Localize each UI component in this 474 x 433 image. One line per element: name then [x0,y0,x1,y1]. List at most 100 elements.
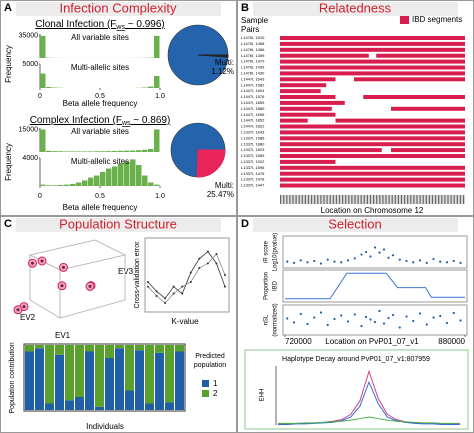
chromosome-band [286,195,288,204]
ibd-segment [280,130,465,135]
pair-label: L1337I, 1823 [241,147,265,152]
chromosome-band [459,195,461,204]
scatter-point [412,319,415,323]
pca-box [28,239,127,319]
pie-slice [197,54,229,58]
scatter-point [439,260,442,263]
chromosome-band [360,195,362,204]
ancestry-bar [75,345,84,397]
chromosome-band [332,195,334,204]
bar [130,159,136,186]
ancestry-bar [155,345,164,353]
ancestry-bar [175,351,184,410]
axis-label: EV2 [20,313,36,322]
chromosome-band [382,195,384,204]
title-strip [16,2,221,16]
cv-point [198,257,201,260]
scatter-point [340,314,343,317]
pair-label: L1337I, 1476 [241,171,265,176]
chromosome-band [307,195,310,204]
panel-title: Infection Complexity [59,0,177,15]
subtitle: Clonal Infection (Fws ~ 0.996) [35,19,164,31]
legend-label: 1 [213,379,218,388]
chromosome-band [410,195,412,204]
panel-border [0,0,237,216]
pair-label: L1476I, 1430 [241,70,265,75]
pair-label: L1447I, 1852 [241,118,265,123]
ancestry-bar [165,345,174,403]
pair-label: L1476I, 1466 [241,47,265,52]
bar [70,151,76,152]
ibd-segment [280,183,465,188]
ibd-segment [280,112,336,117]
chromosome-band [311,195,313,204]
ibd-segment [280,177,465,182]
pair-label: L1447I, 1822 [241,124,265,129]
ibd-segment [280,154,465,158]
cv-point [181,292,184,295]
ibd-segment [280,118,308,123]
bar [148,86,154,88]
y-label: Log10(pvalue) [273,233,279,271]
chromosome-band [304,195,306,204]
scatter-point [373,246,377,249]
bar [118,150,124,152]
y-label: Population contribution [9,342,16,413]
cv-point [198,267,201,269]
chromosome-band [438,195,440,204]
legend-swatch [400,16,409,24]
ibd-segment [280,106,332,111]
scatter-point [319,262,323,265]
bar [94,151,100,152]
y-tick-label: 15000 [19,126,39,133]
pca-point-core [60,284,64,288]
chromosome-band [450,195,452,204]
cv-point [189,281,192,283]
chromosome-band [357,195,359,204]
pie-value-label: 1.12% [211,67,234,76]
plot-label: Multi-allelic sites [71,63,129,72]
pca-point-core [88,284,92,288]
inset-title: Haplotype Decay around PvP01_07_v1:80795… [282,356,430,363]
pair-label: L1447I, 1859 [241,100,265,105]
ibd-segment [391,106,465,111]
chromosome-band [435,195,437,204]
cv-point [206,250,209,253]
bar [148,149,154,152]
y-label: (normalized) [273,303,279,336]
pair-label: L1337I, 1478 [241,177,265,182]
pair-label: L1447I, 1576 [241,94,265,99]
bar [88,151,94,152]
pca-point-core [31,261,34,265]
bar [76,151,82,152]
ancestry-bar [65,345,74,401]
chromosome-band [376,195,378,204]
ancestry-bar [95,406,104,410]
x-label: Individuals [86,422,124,431]
ibd-segment [280,59,465,64]
bar [136,165,142,186]
bar [154,76,160,88]
ancestry-bar [85,345,94,352]
ibd-segment [280,171,465,176]
plot-frame [144,237,230,313]
x-tick-label: 0 [38,193,42,200]
scatter-point [326,258,329,261]
plot-label: All variable sites [71,127,129,136]
ehh-line [278,380,460,425]
scatter-point [360,253,363,256]
scatter-point [319,311,323,314]
ancestry-bar [105,345,114,358]
scatter-point [398,258,401,261]
bar [52,185,58,186]
x-label: Location on Chromosome 12 [321,206,424,215]
bar [154,184,160,186]
cv-point [155,290,158,293]
chromosome-band [422,195,424,204]
y-label: Frequency [4,45,13,83]
chromosome-band [444,195,446,204]
ancestry-bar [45,403,54,410]
scatter-point [398,326,401,329]
scatter-point [452,259,455,263]
ancestry-bar [85,351,94,410]
